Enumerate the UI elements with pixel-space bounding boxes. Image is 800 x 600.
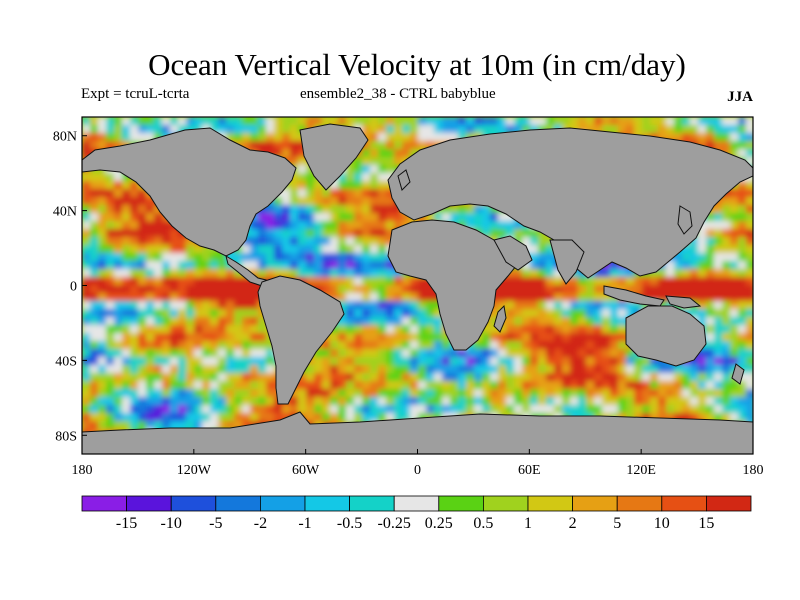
colorbar-box — [706, 495, 752, 512]
ensemble-label: ensemble2_38 - CTRL babyblue — [300, 86, 496, 102]
land-arabia — [493, 235, 533, 271]
land-north-america — [82, 127, 297, 257]
colorbar-box — [482, 495, 529, 512]
colorbar-label: 0.5 — [473, 515, 493, 532]
colorbar-box — [438, 495, 484, 512]
lon-tick-label: 180 — [72, 463, 93, 478]
land-new-guinea — [665, 295, 702, 309]
lat-tick-label: 80S — [55, 429, 77, 444]
land-madagascar — [493, 304, 507, 333]
colorbar: -15 -10 -5 -2 -1 -0.5 -0.25 0.25 0.5 1 2 5 10 15 — [81, 495, 752, 532]
colorbar-box — [126, 495, 172, 512]
colorbar-label: 1 — [524, 515, 532, 532]
lon-tick-label: 120E — [626, 463, 656, 478]
colorbar-label: -10 — [161, 515, 182, 532]
land-antarctica — [82, 411, 753, 454]
lon-tick-label: 120W — [177, 463, 212, 478]
colorbar-box — [572, 495, 618, 512]
land-masses — [82, 123, 753, 454]
lon-tick-label: 60W — [292, 463, 320, 478]
land-japan — [677, 205, 693, 235]
lon-tick-label: 60E — [518, 463, 541, 478]
colorbar-label: 5 — [613, 515, 621, 532]
colorbar-label: 0.25 — [425, 515, 453, 532]
colorbar-label: -5 — [209, 515, 222, 532]
colorbar-box — [527, 495, 573, 512]
colorbar-box — [393, 495, 440, 512]
colorbar-box — [304, 495, 350, 512]
lat-tick-label: 0 — [70, 280, 77, 295]
colorbar-label: -15 — [116, 515, 137, 532]
land-africa — [387, 219, 517, 351]
land-greenland — [299, 123, 369, 191]
colorbar-box — [170, 495, 217, 512]
longitude-axis: 180 120W 60W 0 60E 120E 180 — [72, 449, 764, 478]
colorbar-label: 15 — [698, 515, 714, 532]
lat-tick-label: 80N — [53, 130, 77, 145]
lon-tick-label: 180 — [743, 463, 764, 478]
latitude-axis: 80N 40N 0 40S 80S — [53, 130, 87, 444]
page-title: Ocean Vertical Velocity at 10m (in cm/da… — [148, 47, 686, 82]
map-panel — [82, 117, 753, 454]
lat-tick-label: 40S — [55, 354, 77, 369]
colorbar-label: 2 — [569, 515, 577, 532]
colorbar-box — [349, 495, 395, 512]
colorbar-box — [616, 495, 663, 512]
land-india — [549, 239, 585, 285]
season-label: JJA — [727, 89, 753, 105]
colorbar-box — [661, 495, 707, 512]
land-eurasia — [387, 127, 753, 279]
colorbar-box — [259, 495, 306, 512]
colorbar-label: -2 — [254, 515, 267, 532]
experiment-label: Expt = tcruL-tcrta — [81, 86, 190, 102]
colorbar-box — [81, 495, 127, 512]
colorbar-label: -0.25 — [378, 515, 411, 532]
colorbar-label: -1 — [298, 515, 311, 532]
colorbar-label: 10 — [654, 515, 670, 532]
lon-tick-label: 0 — [414, 463, 421, 478]
land-australia — [625, 305, 707, 367]
land-new-zealand — [731, 363, 745, 385]
lat-tick-label: 40N — [53, 205, 77, 220]
colorbar-label: -0.5 — [337, 515, 362, 532]
colorbar-box — [215, 495, 261, 512]
land-british-isles — [397, 169, 411, 191]
land-south-america — [257, 275, 345, 405]
